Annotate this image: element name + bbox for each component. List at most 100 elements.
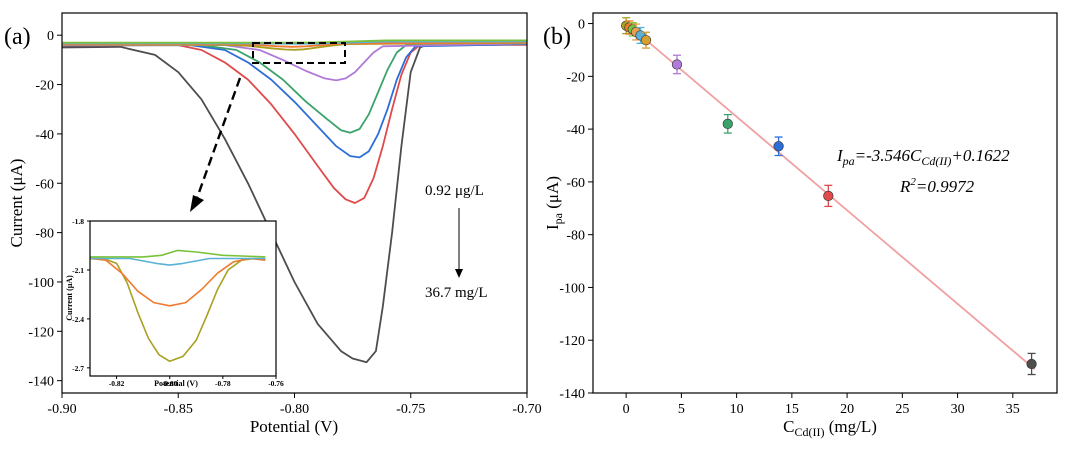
panel-b-ytick-label: -100: [559, 281, 585, 296]
panel-a-series-7: [62, 41, 528, 48]
fit-equation-lhs: I: [836, 146, 844, 165]
zoom-arrowhead: [190, 195, 204, 212]
panel-a-xtick-label: -0.90: [47, 402, 76, 417]
inset-ylabel: Current (μA): [65, 275, 74, 321]
inset-xtick-label: -0.78: [215, 379, 231, 388]
concentration-arrowhead: [455, 269, 463, 278]
panel-a-ytick-label: -100: [28, 276, 54, 291]
inset-ytick-label: -2.4: [72, 315, 84, 324]
r-squared: R2=0.9972: [899, 176, 975, 196]
panel-a-series-3: [61, 43, 528, 159]
panel-a-plot: -0.90 -0.85 -0.80 -0.75 -0.70 0-20-40-60-80-…: [28, 12, 542, 417]
panel-a-xticks: -0.90 -0.85 -0.80 -0.75 -0.70: [47, 393, 542, 417]
panel-a-label: (a): [4, 24, 31, 50]
panel-b-xlabel-sub: Cd(II): [794, 425, 824, 439]
panel-b-label: (b): [543, 24, 571, 50]
panel-b-ytick-label: -60: [566, 176, 585, 191]
panel-a-ytick-label: -20: [35, 79, 54, 94]
panel-b-ylabel: Ipa (μA): [543, 176, 565, 230]
panel-b-yticks: 0 -20 -40 -60 -80 -100 -120 -140: [559, 18, 593, 402]
panel-a-lines: [61, 39, 528, 364]
panel-a-series-4: [62, 42, 528, 134]
panel-b-xtick-label: 25: [895, 402, 909, 417]
panel-b-points: [621, 17, 1037, 376]
r-squared-sup: 2: [910, 176, 916, 188]
panel-a-series-6: [61, 42, 528, 51]
panel-b-xtick-label: 15: [785, 402, 799, 417]
fit-equation-rhs: =-3.546C: [855, 146, 922, 165]
data-point: [671, 59, 683, 70]
panel-b-xtick-label: 5: [678, 402, 685, 417]
r-squared-tail: =0.9972: [916, 177, 975, 196]
panel-b-xtick-label: 0: [623, 402, 630, 417]
inset-chart: -0.82 -0.80 -0.78 -0.76 -1.8 -2.1 -2.4 -2.7 Po…: [65, 217, 284, 388]
inset-ytick-label: -1.8: [72, 217, 84, 226]
inset-series-3: [90, 257, 266, 266]
panel-b-plot: 0 5 10 15 20 25 30 35 0 -20 -40 -60 -80 -100 -120 -140: [559, 12, 1058, 417]
panel-b-ytick-label: -80: [566, 229, 585, 244]
fit-equation-rhs-sub: Cd(II): [921, 154, 951, 168]
annotation-top: 0.92 μg/L: [425, 183, 484, 199]
fit-equation-lhs-sub: pa: [842, 154, 855, 168]
panel-b-ylabel-sub: pa: [551, 212, 565, 224]
panel-b-frame: [592, 12, 1058, 394]
panel-b-ytick-label: -140: [559, 387, 585, 402]
inset-series-2: [89, 257, 266, 307]
inset-xticks: -0.82 -0.80 -0.78 -0.76: [109, 376, 284, 388]
panel-a-xlabel: Potential (V): [250, 417, 338, 436]
fit-equation: Ipa=-3.546CCd(II)+0.1622: [836, 146, 1010, 168]
panel-a-ytick-label: -80: [35, 227, 54, 242]
panel-a-xtick-label: -0.75: [396, 402, 425, 417]
inset-background: [90, 221, 276, 376]
inset-series-4: [90, 249, 266, 258]
panel-a-ytick-label: -40: [35, 128, 54, 143]
panel-a-yticks: 0 -20 -40 -60 -80 -100 -120 -140: [28, 29, 62, 390]
panel-b-xlabel-main: C: [783, 417, 794, 436]
panel-b-xlabel: CCd(II) (mg/L): [783, 417, 877, 439]
panel-a-ytick-label: -140: [28, 375, 54, 390]
annotation-bottom: 36.7 mg/L: [425, 285, 488, 301]
panel-b-ytick-label: 0: [578, 18, 585, 33]
panel-a-series-5: [62, 42, 528, 82]
panel-b-ytick-label: -40: [566, 123, 585, 138]
panel-b-ytick-label: -120: [559, 334, 585, 349]
panel-b-xticks: 0 5 10 15 20 25 30 35: [623, 393, 1020, 417]
panel-a-ytick-label: -60: [35, 177, 54, 192]
inset-lines: [89, 249, 266, 363]
fit-equation-tail: +0.1622: [951, 146, 1010, 165]
panel-a-series-9: [62, 39, 527, 44]
zoom-arrow: [195, 77, 242, 199]
panel-b-xtick-label: 35: [1006, 402, 1020, 417]
panel-b-xlabel-unit: (mg/L): [824, 417, 876, 436]
panel-b-ylabel-unit: (μA): [543, 176, 562, 213]
panel-a-ytick-label: -120: [28, 325, 54, 340]
r-squared-main: R: [899, 177, 911, 196]
panel-b-ylabel-main: I: [543, 224, 562, 230]
panel-a-xtick-label: -0.85: [164, 402, 193, 417]
panel-a-series-2: [61, 43, 528, 204]
panel-b-xtick-label: 10: [730, 402, 744, 417]
panel-b-xtick-label: 30: [951, 402, 965, 417]
panel-b-ytick-label: -20: [566, 70, 585, 85]
zoom-box: [252, 42, 346, 64]
panel-a-xtick-label: -0.80: [280, 402, 309, 417]
inset-xtick-label: -0.76: [268, 379, 284, 388]
inset-xlabel: Potential (V): [154, 379, 198, 388]
inset-yticks: -1.8 -2.1 -2.4 -2.7: [72, 217, 90, 373]
data-point: [640, 35, 652, 46]
data-point: [722, 118, 733, 129]
panel-a-ytick-label: 0: [47, 29, 54, 44]
inset-ytick-label: -2.1: [72, 266, 84, 275]
data-point: [773, 141, 784, 152]
inset-ytick-label: -2.7: [72, 364, 84, 373]
inset-frame: [89, 220, 277, 377]
inset-xtick-label: -0.80: [162, 379, 178, 388]
data-point: [1026, 358, 1037, 370]
data-point: [823, 190, 834, 201]
panel-a-series-1: [61, 43, 527, 364]
panel-b-xtick-label: 20: [840, 402, 854, 417]
panel-a-ylabel: Current (μA): [7, 159, 26, 248]
inset-xtick-label: -0.82: [109, 379, 125, 388]
panel-a-xtick-label: -0.70: [512, 402, 541, 417]
